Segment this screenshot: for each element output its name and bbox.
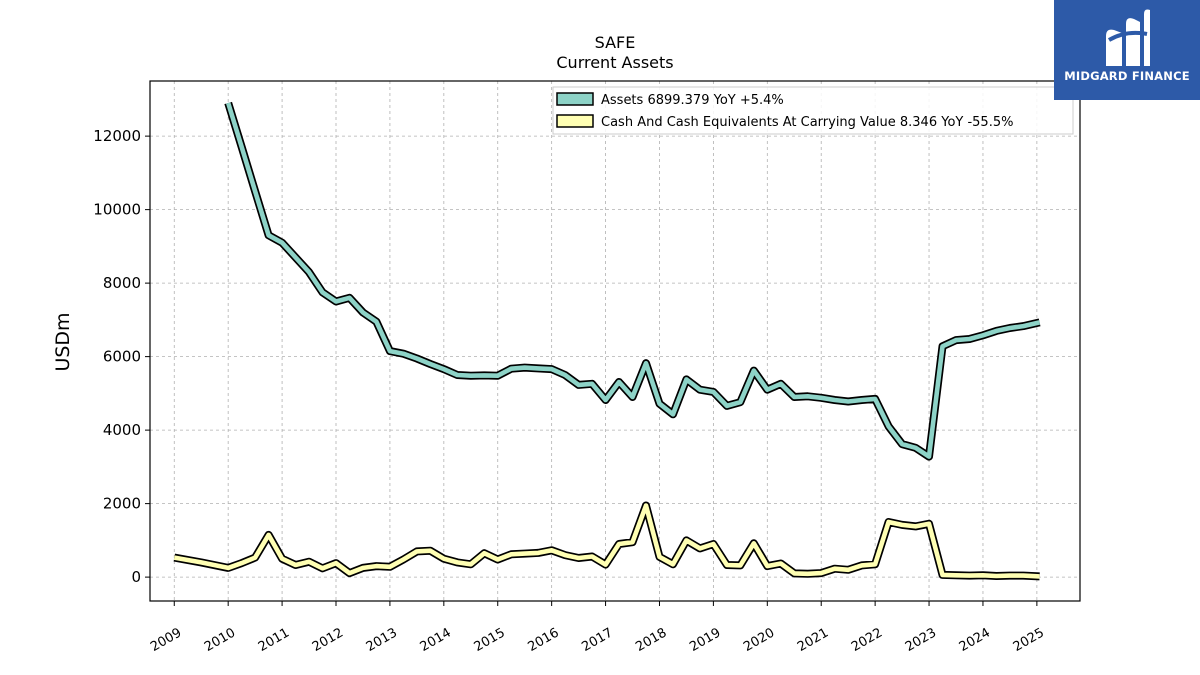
y-tick-label: 12000: [93, 127, 141, 145]
x-tick-label: 2011: [256, 625, 292, 655]
x-tick-label: 2024: [957, 625, 993, 655]
chart-subtitle: Current Assets: [556, 53, 673, 72]
midgard-logo-icon: [1106, 9, 1150, 67]
x-tick-label: 2018: [633, 625, 669, 655]
x-tick-label: 2020: [741, 625, 777, 655]
y-axis-label: USDm: [52, 312, 74, 371]
chart-title: SAFE: [595, 33, 636, 52]
plot-frame: [149, 80, 1081, 602]
x-tick-label: 2016: [525, 625, 561, 655]
x-tick-label: 2010: [202, 625, 238, 655]
x-tick-label: 2025: [1011, 625, 1047, 655]
x-tick-label: 2009: [148, 625, 184, 655]
legend: Assets 6899.379 YoY +5.4% Cash And Cash E…: [552, 86, 1074, 135]
legend-label-0: Assets 6899.379 YoY +5.4%: [601, 93, 784, 108]
y-axis: 0 2000 4000 6000 8000 10000 12000: [93, 127, 150, 586]
y-tick-label: 8000: [103, 274, 141, 292]
x-tick-label: 2021: [795, 625, 831, 655]
x-tick-label: 2019: [687, 625, 723, 655]
grid-layer: [150, 81, 1080, 601]
legend-swatch-1: [556, 114, 594, 128]
series-layer: [173, 101, 1041, 581]
logo-text: MIDGARD FINANCE: [1064, 69, 1190, 83]
x-tick-label: 2017: [579, 625, 615, 655]
y-tick-label: 0: [131, 568, 141, 586]
series-line-1: [173, 503, 1040, 579]
midgard-finance-logo: MIDGARD FINANCE: [1054, 0, 1200, 100]
x-tick-label: 2022: [849, 625, 885, 655]
x-tick-label: 2012: [310, 625, 346, 655]
x-tick-label: 2015: [472, 625, 508, 655]
y-tick-label: 2000: [103, 495, 141, 513]
series-line-0: [226, 102, 1041, 459]
x-tick-label: 2013: [364, 625, 400, 655]
legend-box: [552, 86, 1074, 135]
x-axis: 2009 2010 2011 2012 2013 2014 2015 2016 2017 2018…: [148, 601, 1047, 655]
legend-label-1: Cash And Cash Equivalents At Carrying Va…: [601, 115, 1013, 130]
series-line-outline-0: [224, 101, 1041, 461]
y-tick-label: 10000: [93, 201, 141, 219]
x-tick-label: 2023: [903, 625, 939, 655]
y-tick-label: 6000: [103, 348, 141, 366]
legend-swatch-0: [556, 92, 594, 106]
x-tick-label: 2014: [418, 625, 454, 655]
y-tick-label: 4000: [103, 421, 141, 439]
